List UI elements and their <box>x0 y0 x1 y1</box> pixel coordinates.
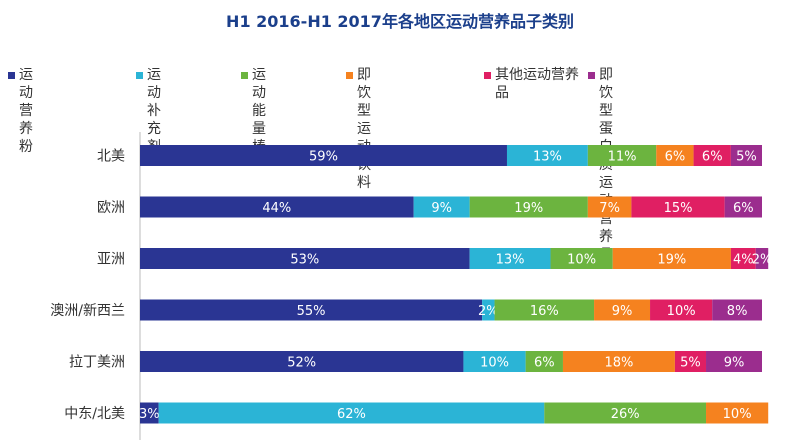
data-label: 59% <box>309 150 338 165</box>
data-label: 19% <box>657 253 686 268</box>
bar-segment <box>463 351 526 372</box>
data-label: 55% <box>297 304 326 319</box>
data-label: 10% <box>567 253 596 268</box>
data-label: 13% <box>496 253 525 268</box>
bar-segment <box>469 248 551 269</box>
legend-label-powder: 运动营养粉 <box>19 67 33 155</box>
legend-swatch-other <box>484 72 491 79</box>
data-label: 9% <box>431 201 452 216</box>
bar-segment <box>562 351 675 372</box>
data-label: 3% <box>139 407 160 422</box>
bar-segment <box>506 145 588 166</box>
bar-segment <box>730 145 762 166</box>
bar-segment <box>140 248 470 269</box>
bar-segment <box>550 248 613 269</box>
bar-segment <box>674 351 707 372</box>
bar-segment <box>706 351 762 372</box>
data-label: 18% <box>604 356 633 371</box>
data-label: 53% <box>290 253 319 268</box>
category-label: 亚洲 <box>97 252 125 268</box>
bar-segment <box>140 351 464 372</box>
data-label: 2% <box>478 304 499 319</box>
bar-segment <box>482 299 495 321</box>
legend-swatch-rtd-protein <box>588 72 595 79</box>
data-label: 26% <box>611 407 640 422</box>
bar-segment <box>693 145 731 166</box>
bar-segment <box>140 299 483 321</box>
data-label: 9% <box>724 356 745 371</box>
data-label: 5% <box>736 150 757 165</box>
bar-segment <box>587 145 657 166</box>
legend-swatch-powder <box>8 72 15 79</box>
bar-segment <box>587 196 632 218</box>
data-label: 6% <box>665 150 686 165</box>
bar-segment <box>656 145 694 166</box>
bar-segment <box>612 248 731 269</box>
bar-segment <box>631 196 725 218</box>
data-label: 5% <box>680 356 701 371</box>
data-label: 4% <box>733 253 754 268</box>
bar-segment <box>525 351 563 372</box>
data-label: 13% <box>533 150 562 165</box>
legend-swatch-supplement <box>136 72 143 79</box>
bar-segment <box>140 145 507 166</box>
bar-segment <box>140 402 159 424</box>
legend-label-other: 其他运动营养品 <box>495 67 579 101</box>
data-label: 15% <box>664 201 693 216</box>
chart-title: H1 2016-H1 2017年各地区运动营养品子类别 <box>226 12 574 31</box>
data-label: 10% <box>480 356 509 371</box>
data-label: 9% <box>612 304 633 319</box>
data-label: 6% <box>702 150 723 165</box>
category-label: 欧洲 <box>97 200 125 216</box>
bar-segment <box>413 196 470 218</box>
data-label: 11% <box>608 150 637 165</box>
data-label: 6% <box>534 356 555 371</box>
bar-segment <box>544 402 707 424</box>
bar-segment <box>706 402 769 424</box>
bar-segment <box>158 402 545 424</box>
data-label: 6% <box>733 201 754 216</box>
bar-segment <box>650 299 713 321</box>
data-label: 7% <box>599 201 620 216</box>
data-label: 52% <box>287 356 316 371</box>
category-label: 澳洲/新西兰 <box>50 303 125 319</box>
legend-swatch-energy-bar <box>241 72 248 79</box>
category-label: 中东/北美 <box>64 406 125 422</box>
category-label: 北美 <box>97 149 125 165</box>
category-label: 拉丁美洲 <box>69 355 125 371</box>
data-label: 19% <box>514 201 543 216</box>
legend: 运动营养粉 运动补充剂 运动能量棒 即饮型运动饮料 其他运动营养品 即饮型蛋白质… <box>8 66 798 263</box>
data-label: 44% <box>262 201 291 216</box>
data-label: 10% <box>723 407 752 422</box>
legend-swatch-rtd-drink <box>346 72 353 79</box>
bar-segment <box>755 248 769 269</box>
bar-segment <box>140 196 414 218</box>
data-label: 16% <box>530 304 559 319</box>
bar-segment <box>494 299 595 321</box>
bar-segment <box>469 196 588 218</box>
data-label: 2% <box>752 253 773 268</box>
data-label: 8% <box>727 304 748 319</box>
bar-segment <box>730 248 756 269</box>
bar-segment <box>724 196 762 218</box>
data-label: 62% <box>337 407 366 422</box>
data-label: 10% <box>667 304 696 319</box>
bar-segment <box>712 299 762 321</box>
bar-segment <box>594 299 651 321</box>
